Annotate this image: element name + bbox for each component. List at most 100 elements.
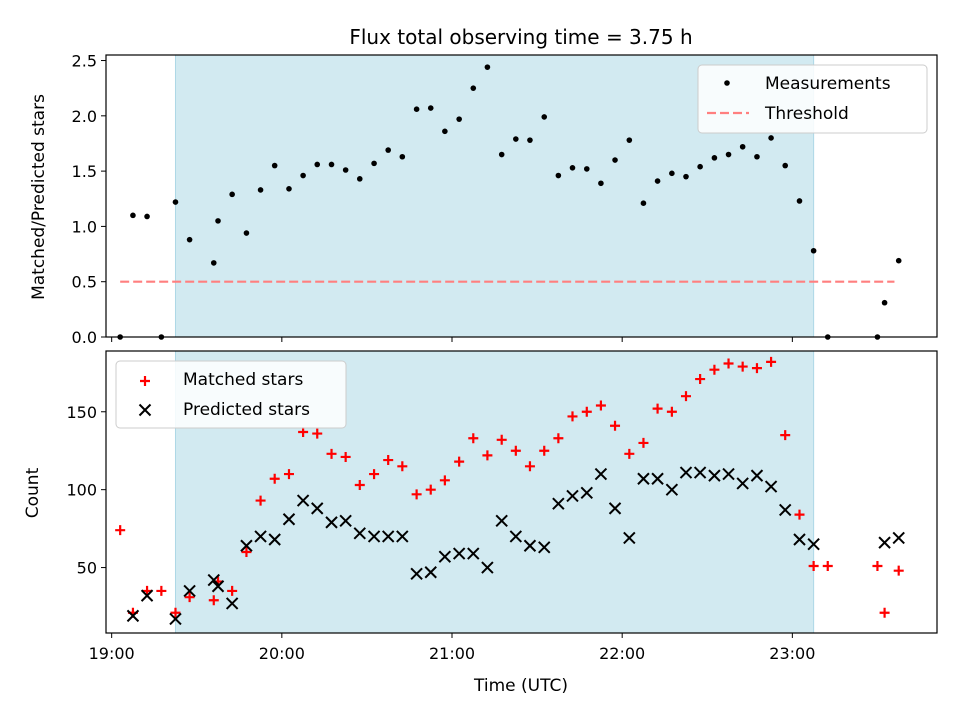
measurement-point	[186, 236, 193, 243]
matched-star-point	[822, 561, 833, 572]
bottom-panel: 50 100 150 19:00 20:00 21:00 22:00 23:00 Matched…	[66, 350, 938, 663]
matched-star-point	[411, 489, 422, 500]
predicted-star-point	[637, 472, 650, 485]
predicted-star-point	[623, 531, 636, 545]
legend-bottom: Matched stars Predicted stars	[115, 360, 347, 429]
bottom-y-axis-label: Count	[23, 467, 43, 518]
measurement-point	[356, 176, 363, 182]
measurement-point	[669, 170, 675, 177]
matched-star-point	[872, 561, 883, 572]
predicted-star-point	[424, 566, 437, 579]
predicted-star-point	[396, 530, 409, 543]
predicted-star-point	[381, 530, 395, 543]
measurement-point	[895, 257, 902, 264]
measurement-point	[768, 135, 774, 141]
measurement-point	[342, 167, 349, 173]
y-tick-label: 100	[66, 481, 97, 500]
predicted-star-point	[764, 480, 778, 493]
predicted-star-point	[878, 536, 891, 549]
predicted-star-point	[183, 584, 196, 598]
measurement-point	[229, 191, 235, 198]
matched-star-point	[581, 406, 592, 417]
predicted-star-point	[169, 612, 182, 626]
x-tick-label: 20:00	[259, 644, 305, 663]
measurement-point	[427, 105, 434, 111]
measurement-point	[513, 136, 519, 142]
predicted-star-point	[240, 539, 253, 552]
matched-star-point	[369, 469, 380, 480]
measurement-point	[413, 106, 420, 112]
measurement-point	[172, 199, 179, 205]
predicted-star-point	[211, 580, 225, 593]
legend-matched-marker	[140, 376, 150, 386]
predicted-star-point	[495, 514, 508, 528]
x-tick-label: 23:00	[769, 644, 815, 663]
measurement-point	[210, 260, 217, 266]
matched-star-point	[326, 448, 337, 459]
predicted-star-point	[679, 466, 693, 479]
measurement-point	[215, 218, 221, 224]
measurement-point	[754, 153, 760, 160]
legend-top: Measurements Threshold	[697, 64, 928, 134]
predicted-star-point	[296, 494, 310, 507]
matched-star-point	[780, 430, 791, 441]
measurement-point	[541, 114, 548, 120]
matched-star-point	[241, 546, 252, 557]
y-tick-label: 150	[66, 403, 97, 422]
predicted-star-point	[367, 530, 381, 543]
predicted-star-point	[594, 467, 608, 481]
measurement-point	[654, 178, 661, 184]
measurement-point	[498, 151, 505, 158]
matched-star-point	[468, 433, 479, 444]
predicted-star-point	[651, 472, 664, 485]
matched-star-point	[425, 484, 436, 495]
measurement-point	[583, 166, 590, 172]
measurement-point	[640, 200, 647, 206]
matched-star-point	[638, 437, 649, 448]
predicted-star-point	[410, 567, 423, 581]
measurement-point	[782, 162, 789, 169]
measurement-point	[399, 153, 406, 160]
measurement-point	[527, 137, 533, 143]
y-tick-label: 1.0	[72, 217, 97, 236]
matched-star-point	[680, 391, 691, 402]
predicted-star-point	[481, 561, 494, 574]
y-tick-label: 2.5	[72, 52, 97, 71]
predicted-star-point	[438, 550, 452, 563]
predicted-star-point	[140, 589, 154, 602]
matched-star-point	[595, 400, 606, 411]
measurement-point	[697, 163, 703, 170]
y-tick-label: 0.0	[72, 328, 97, 347]
legend-frame	[697, 64, 928, 134]
measurement-point	[683, 173, 689, 180]
measurement-point	[300, 172, 306, 179]
matched-star-point	[397, 461, 408, 472]
top-panel: 0.0 0.5 1.0 1.5 2.0 2.5 Measurements Threshold	[72, 52, 938, 347]
measurement-point	[328, 161, 335, 168]
x-tick-label: 21:00	[429, 644, 475, 663]
predicted-star-point	[778, 503, 792, 517]
measurement-point	[385, 147, 391, 153]
measurement-point	[243, 230, 250, 236]
axes-frame	[105, 350, 938, 634]
measurement-point	[130, 212, 136, 219]
matched-star-point	[255, 495, 266, 506]
measurement-point	[456, 116, 462, 122]
predicted-star-point	[207, 573, 220, 587]
matched-star-point	[766, 356, 777, 367]
matched-star-point	[524, 461, 535, 472]
predicted-star-point	[750, 469, 764, 482]
predicted-star-point	[254, 530, 267, 543]
matched-star-point	[539, 445, 550, 456]
matched-star-point	[709, 364, 720, 375]
measurement-point	[796, 198, 803, 204]
measurement-point	[711, 155, 718, 161]
matched-star-point	[496, 434, 507, 445]
measurement-point	[725, 151, 732, 158]
matched-star-point	[666, 406, 677, 417]
predicted-star-point	[793, 533, 806, 546]
legend-predicted-label: Predicted stars	[183, 400, 310, 420]
x-axis-label: Time (UTC)	[473, 676, 568, 696]
axes-frame	[105, 54, 938, 338]
predicted-star-point	[353, 527, 366, 540]
